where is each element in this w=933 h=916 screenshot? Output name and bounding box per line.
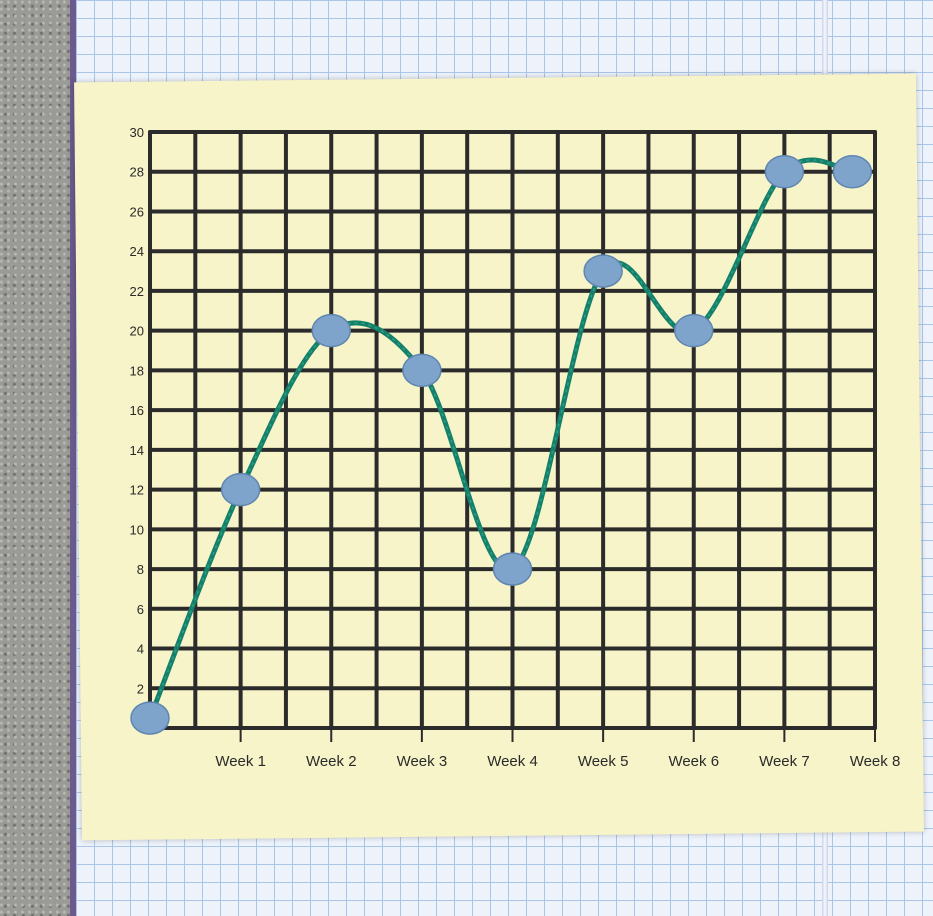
y-tick-label: 6: [137, 602, 144, 617]
data-point: [674, 313, 714, 348]
x-tick-label: Week 7: [759, 753, 810, 770]
y-tick-label: 18: [130, 363, 144, 378]
x-tick-label: Week 3: [397, 753, 448, 770]
x-tick-label: Week 6: [668, 753, 719, 770]
y-tick-label: 16: [130, 403, 144, 418]
yarn-line: [147, 157, 855, 721]
y-tick-label: 22: [130, 284, 144, 299]
x-tick-label: Week 2: [306, 753, 357, 770]
x-tick-label: Week 5: [578, 753, 629, 770]
x-tick-label: Week 1: [215, 753, 266, 770]
x-tick-label: Week 4: [487, 753, 538, 770]
y-tick-label: 28: [130, 165, 144, 180]
y-tick-label: 20: [130, 324, 144, 339]
yarn-series-line: [147, 157, 855, 721]
data-point: [764, 154, 805, 189]
chart-grid: [148, 130, 877, 730]
data-point: [130, 701, 170, 735]
data-point: [311, 313, 351, 348]
data-point: [220, 472, 261, 507]
data-point: [492, 552, 533, 586]
x-tick-label: Week 8: [850, 753, 901, 770]
data-point: [832, 154, 873, 189]
clay-points: [130, 154, 873, 735]
y-tick-label: 12: [130, 483, 144, 498]
y-tick-label: 4: [137, 642, 144, 657]
y-tick-label: 30: [130, 125, 144, 140]
y-tick-label: 10: [130, 522, 144, 537]
data-point: [402, 353, 442, 388]
y-tick-label: 26: [130, 204, 144, 219]
y-tick-label: 8: [137, 562, 144, 577]
data-point: [583, 254, 623, 288]
y-tick-label: 24: [130, 244, 144, 259]
y-tick-label: 14: [130, 443, 144, 458]
y-tick-label: 2: [137, 681, 144, 696]
